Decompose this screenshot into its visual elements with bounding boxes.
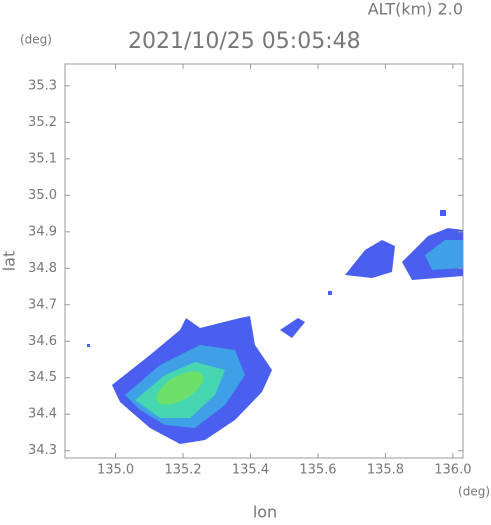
x-tick-label: 136.0	[434, 463, 471, 478]
y-tick-label: 34.9	[28, 224, 57, 239]
chart-title: 2021/10/25 05:05:48	[128, 29, 361, 54]
y-tick-label: 34.7	[28, 297, 57, 312]
echo-region	[87, 344, 90, 347]
y-tick-label: 34.3	[28, 443, 57, 458]
subtitle: ALT(km) 2.0	[368, 0, 463, 19]
y-tick-label: 34.5	[28, 370, 57, 385]
x-axis-title: lon	[253, 503, 277, 522]
echo-region	[328, 291, 332, 295]
echo-core	[156, 371, 204, 405]
x-tick-label: 135.2	[164, 463, 201, 478]
y-axis-title: lat	[0, 251, 19, 272]
y-tick-label: 34.8	[28, 261, 57, 276]
x-tick-label: 135.8	[367, 463, 404, 478]
x-tick-label: 135.0	[97, 463, 134, 478]
y-tick-label: 35.3	[28, 78, 57, 93]
echo-region	[425, 240, 463, 270]
y-tick-label: 35.1	[28, 151, 57, 166]
x-tick-label: 135.4	[232, 463, 269, 478]
echo-layer	[87, 210, 463, 444]
x-unit: (deg)	[458, 485, 490, 499]
y-tick-label: 34.4	[28, 407, 57, 422]
y-tick-label: 34.6	[28, 334, 57, 349]
y-unit: (deg)	[20, 33, 52, 47]
echo-region	[280, 318, 305, 338]
echo-region	[440, 210, 446, 216]
y-tick-label: 35.0	[28, 188, 57, 203]
x-tick-label: 135.6	[299, 463, 336, 478]
y-tick-label: 35.2	[28, 115, 57, 130]
echo-region	[345, 240, 395, 278]
